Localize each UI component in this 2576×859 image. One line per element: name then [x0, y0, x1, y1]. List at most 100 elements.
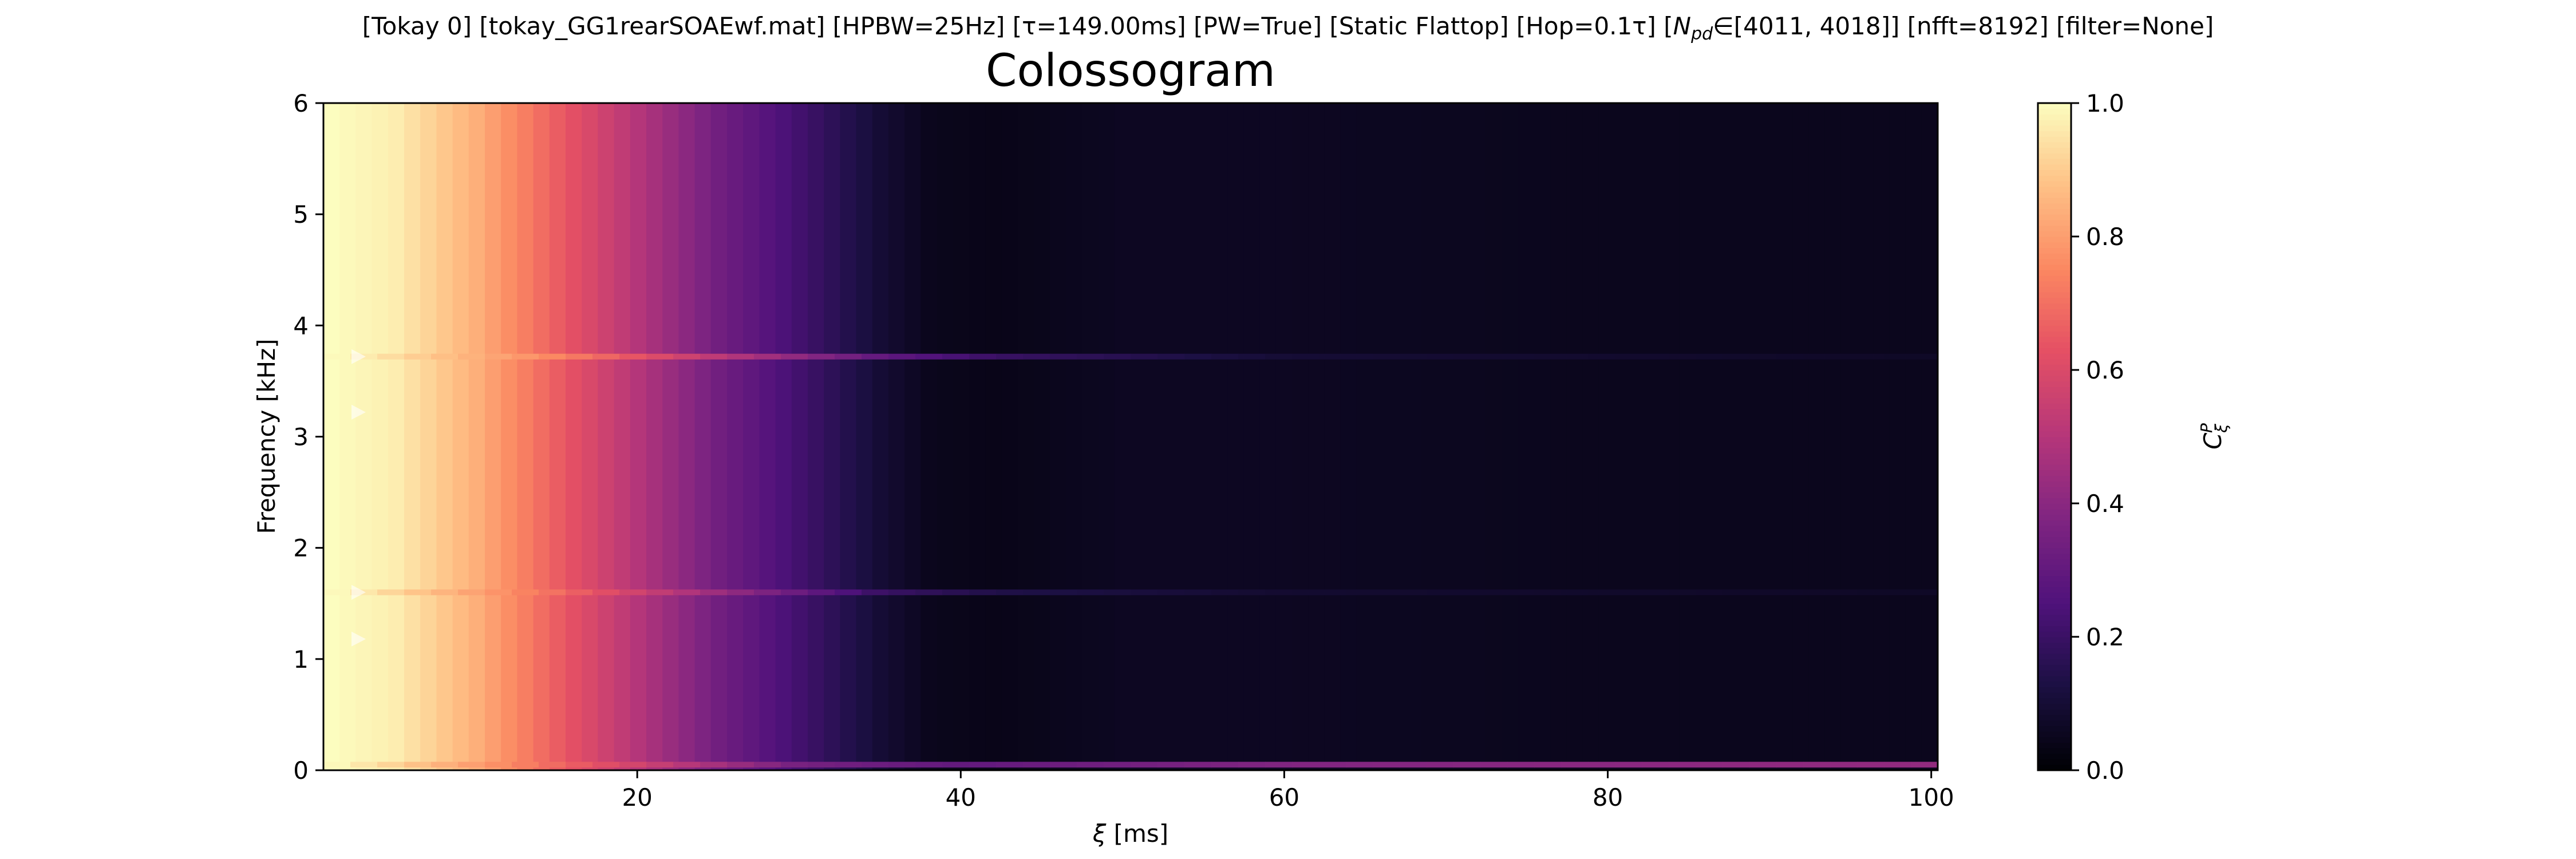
- peak-line-segment: [485, 589, 512, 596]
- peak-line-segment: [566, 589, 593, 596]
- peak-line-segment: [1050, 762, 1077, 768]
- peak-line-segment: [996, 353, 1024, 360]
- peak-line-segment: [1669, 589, 1696, 596]
- colorbar-cell: [2038, 537, 2071, 543]
- colorbar-cell: [2038, 159, 2071, 165]
- x-axis: 20 40 60 80 100: [622, 770, 1954, 811]
- colorbar-cell: [2038, 736, 2071, 743]
- heatmap-column: [533, 103, 550, 770]
- peak-line-segment: [969, 762, 997, 768]
- colorbar-cell: [2038, 425, 2071, 432]
- colorbar-ticks: 0.0 0.2 0.4 0.6 0.8 1.0: [2071, 89, 2124, 785]
- peak-line-segment: [1265, 762, 1293, 768]
- x-tick-label: 20: [622, 783, 652, 811]
- heatmap-column: [1760, 103, 1777, 770]
- colorbar-cell: [2038, 364, 2071, 371]
- colorbar-cell: [2038, 459, 2071, 465]
- colorbar-cell: [2038, 720, 2071, 726]
- peak-line-segment: [404, 353, 432, 360]
- colorbar-label: CξP: [2197, 423, 2231, 450]
- peak-line-segment: [1911, 353, 1938, 360]
- heatmap-column: [1598, 103, 1615, 770]
- y-tick-label: 2: [293, 534, 309, 562]
- heatmap-column: [1340, 103, 1357, 770]
- heatmap-column: [953, 103, 970, 770]
- peak-line-segment: [1722, 353, 1750, 360]
- peak-line-segment: [754, 353, 781, 360]
- peak-line-segment: [727, 589, 754, 596]
- y-tick-label: 4: [293, 312, 309, 340]
- heatmap-column: [1308, 103, 1325, 770]
- peak-line-segment: [835, 353, 862, 360]
- chart-title: Colossogram: [986, 45, 1275, 97]
- peak-marker: [351, 585, 366, 600]
- colorbar-cell: [2038, 164, 2071, 171]
- heatmap-column: [452, 103, 469, 770]
- heatmap-column: [678, 103, 696, 770]
- peak-line-segment: [1561, 353, 1589, 360]
- colorbar-cell: [2038, 242, 2071, 249]
- peak-line-segment: [835, 589, 862, 596]
- x-tick-label: 100: [1909, 783, 1954, 811]
- peak-line-segment: [1588, 589, 1615, 596]
- peak-line-segment: [323, 762, 351, 768]
- heatmap-column: [1227, 103, 1244, 770]
- colorbar-cell: [2038, 564, 2071, 571]
- peak-line-segment: [1884, 589, 1911, 596]
- colorbar-cell: [2038, 509, 2071, 515]
- peak-line-segment: [915, 353, 943, 360]
- heatmap-column: [1098, 103, 1115, 770]
- colorbar-cell: [2038, 114, 2071, 120]
- heatmap-column: [1195, 103, 1212, 770]
- peak-line-segment: [700, 589, 728, 596]
- peak-line-segment: [431, 353, 459, 360]
- colorbar-cell: [2038, 125, 2071, 132]
- colorbar-cell: [2038, 131, 2071, 137]
- peak-line-segment: [1400, 353, 1427, 360]
- heatmap-column: [1840, 103, 1858, 770]
- peak-line-segment: [1077, 589, 1104, 596]
- peak-line-segment: [1642, 762, 1669, 768]
- colorbar-cell: [2038, 264, 2071, 270]
- heatmap-column: [1518, 103, 1535, 770]
- peak-line-segment: [1588, 762, 1615, 768]
- colorbar-cell: [2038, 648, 2071, 654]
- peak-line-segment: [996, 589, 1024, 596]
- colorbar-cell: [2038, 141, 2071, 148]
- heatmap-column: [1905, 103, 1922, 770]
- heatmap-column: [1776, 103, 1793, 770]
- colorbar-cell: [2038, 170, 2071, 176]
- colorbar-cell: [2038, 414, 2071, 420]
- colorbar-cell: [2038, 203, 2071, 210]
- peak-line-segment: [619, 762, 647, 768]
- colorbar-cell: [2038, 687, 2071, 693]
- x-tick-label: 60: [1269, 783, 1299, 811]
- heatmap-column: [582, 103, 598, 770]
- heatmap-column: [904, 103, 921, 770]
- peak-line-segment: [835, 762, 862, 768]
- heatmap-column: [808, 103, 824, 770]
- peak-line-segment: [458, 353, 485, 360]
- heatmap-column: [727, 103, 744, 770]
- peak-line-segment: [1292, 353, 1319, 360]
- peak-line-segment: [1319, 353, 1346, 360]
- colorbar-cell: [2038, 531, 2071, 537]
- peak-line-segment: [323, 589, 351, 596]
- heatmap-column: [517, 103, 534, 770]
- peak-line-segment: [781, 762, 808, 768]
- heatmap-column: [1179, 103, 1196, 770]
- heatmap-column: [1631, 103, 1647, 770]
- colorbar-cell: [2038, 542, 2071, 549]
- peak-line-segment: [996, 762, 1024, 768]
- peak-line-segment: [700, 762, 728, 768]
- colorbar-cell: [2038, 309, 2071, 315]
- heatmap-column: [566, 103, 582, 770]
- colorbar-cell: [2038, 703, 2071, 710]
- colorbar-cell: [2038, 753, 2071, 760]
- peak-line-segment: [1507, 589, 1535, 596]
- peak-line-segment: [808, 353, 835, 360]
- y-tick-label: 3: [293, 423, 309, 451]
- peak-line-segment: [888, 762, 916, 768]
- peak-line-segment: [942, 762, 970, 768]
- heatmap-column: [694, 103, 712, 770]
